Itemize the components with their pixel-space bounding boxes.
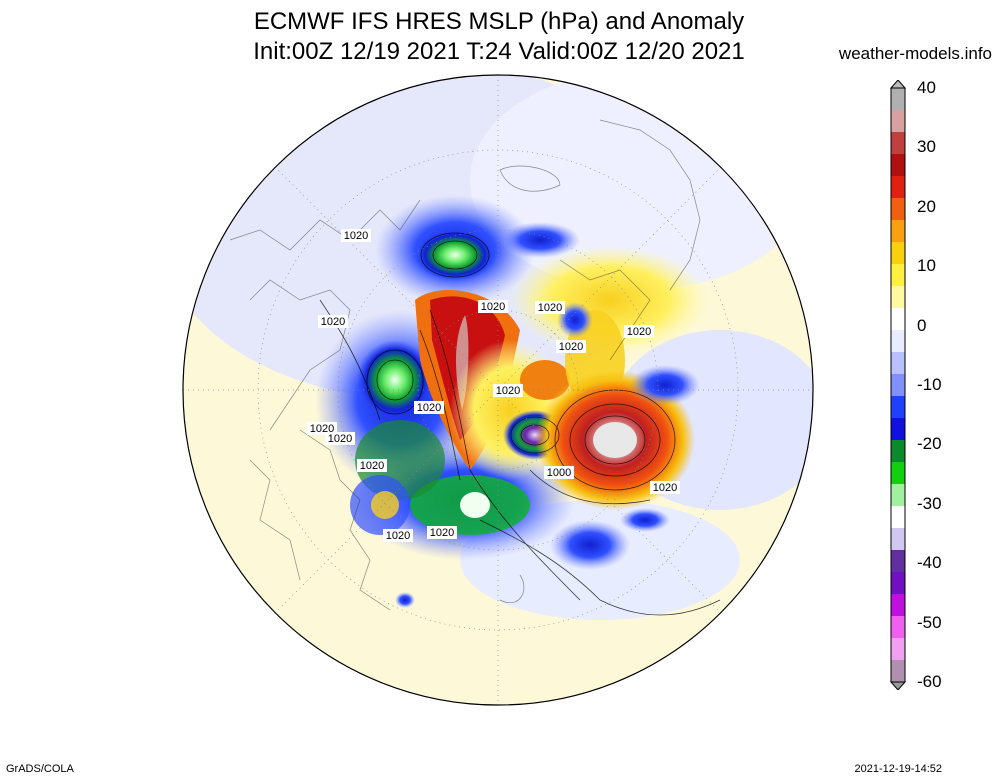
contour-label: 1020 xyxy=(357,459,387,472)
colorbar-cell xyxy=(891,286,905,309)
contour-label: 1020 xyxy=(414,401,444,414)
colorbar-label: -30 xyxy=(917,493,942,513)
colorbar-cell xyxy=(891,418,905,441)
colorbar-label: 20 xyxy=(917,196,936,216)
colorbar-label: -60 xyxy=(917,672,942,691)
contour-label: 1020 xyxy=(535,301,565,314)
colorbar-cell xyxy=(891,528,905,551)
colorbar-cell xyxy=(891,242,905,265)
grads-credit: GrADS/COLA xyxy=(6,763,74,775)
svg-text:1000: 1000 xyxy=(547,467,571,479)
colorbar-cell xyxy=(891,440,905,463)
colorbar-cell xyxy=(891,638,905,661)
colorbar-cell xyxy=(891,550,905,573)
timestamp: 2021-12-19-14:52 xyxy=(854,763,942,775)
colorbar-cell xyxy=(891,330,905,353)
contour-label: 1020 xyxy=(556,340,586,353)
colorbar-cell xyxy=(891,264,905,287)
svg-text:1020: 1020 xyxy=(344,230,368,242)
colorbar-cell xyxy=(891,572,905,595)
colorbar-label: -40 xyxy=(917,553,942,573)
colorbar-cell xyxy=(891,110,905,133)
svg-text:1020: 1020 xyxy=(386,530,410,542)
contour-label: 1020 xyxy=(650,481,680,494)
colorbar-cell xyxy=(891,198,905,221)
svg-text:1020: 1020 xyxy=(360,460,384,472)
svg-text:1020: 1020 xyxy=(538,302,562,314)
colorbar-cell xyxy=(891,176,905,199)
svg-text:1020: 1020 xyxy=(559,341,583,353)
colorbar-label: 10 xyxy=(917,256,936,276)
colorbar-cell xyxy=(891,396,905,419)
contour-label: 1020 xyxy=(318,315,348,328)
svg-text:1020: 1020 xyxy=(496,385,520,397)
contour-label: 1020 xyxy=(383,529,413,542)
colorbar-cell xyxy=(891,616,905,639)
colorbar-cell xyxy=(891,308,905,331)
svg-text:1020: 1020 xyxy=(481,301,505,313)
contour-label: 1020 xyxy=(427,526,457,539)
svg-text:1020: 1020 xyxy=(627,326,651,338)
colorbar-cell xyxy=(891,132,905,155)
svg-text:1020: 1020 xyxy=(417,402,441,414)
colorbar-label: 0 xyxy=(917,315,927,335)
colorbar-label: -50 xyxy=(917,612,942,632)
colorbar-cell xyxy=(891,506,905,529)
contour-label: 1020 xyxy=(341,229,371,242)
contour-label: 1020 xyxy=(478,300,508,313)
chart-title: ECMWF IFS HRES MSLP (hPa) and Anomaly xyxy=(253,8,745,35)
colorbar-cell xyxy=(891,352,905,375)
colorbar-label: -10 xyxy=(917,375,942,394)
colorbar-cell xyxy=(891,462,905,485)
svg-text:1020: 1020 xyxy=(653,482,677,494)
svg-text:1020: 1020 xyxy=(321,316,345,328)
chart-subtitle: Init:00Z 12/19 2021 T:24 Valid:00Z 12/20… xyxy=(253,38,745,65)
colorbar-cell xyxy=(891,660,905,683)
colorbar-label: 30 xyxy=(917,137,936,157)
colorbar xyxy=(889,80,907,690)
colorbar-cell xyxy=(891,484,905,507)
contour-label: 1020 xyxy=(624,325,654,338)
colorbar-label: -20 xyxy=(917,434,942,454)
colorbar-cell xyxy=(891,594,905,617)
colorbar-top-arrow xyxy=(889,80,907,89)
contour-label: 1020 xyxy=(325,432,355,445)
colorbar-cell xyxy=(891,154,905,177)
svg-text:1020: 1020 xyxy=(328,433,352,445)
site-credit: weather-models.info xyxy=(838,44,992,63)
colorbar-label: 40 xyxy=(917,78,936,97)
contour-label: 1000 xyxy=(544,466,574,479)
contour-label: 1020 xyxy=(493,384,523,397)
colorbar-bottom-arrow xyxy=(889,681,907,690)
colorbar-cell xyxy=(891,220,905,243)
colorbar-cell xyxy=(891,374,905,397)
colorbar-cell xyxy=(891,88,905,111)
svg-text:1020: 1020 xyxy=(430,527,454,539)
